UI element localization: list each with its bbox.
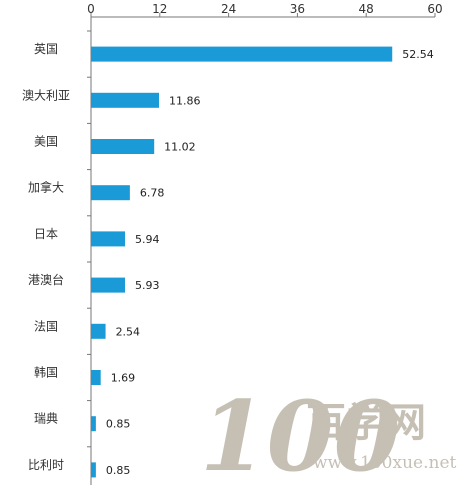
- category-label: 瑞典: [34, 412, 58, 426]
- data-label: 11.02: [164, 141, 196, 154]
- data-label: 1.69: [111, 372, 136, 385]
- bar-2: [91, 92, 159, 108]
- bar-1: [91, 46, 393, 62]
- data-label: 6.78: [140, 187, 165, 200]
- data-label: 0.85: [106, 418, 131, 431]
- x-tick-label: 0: [87, 2, 95, 16]
- category-label: 澳大利亚: [22, 88, 70, 102]
- data-label: 5.94: [135, 233, 160, 246]
- bar-10: [91, 462, 96, 478]
- category-label: 比利时: [28, 458, 64, 472]
- category-label: 韩国: [34, 365, 58, 380]
- x-tick-label: 24: [221, 2, 236, 16]
- category-label: 英国: [34, 42, 58, 56]
- watermark-url: www.100xue.net: [313, 453, 456, 473]
- x-tick-label: 12: [152, 2, 167, 16]
- category-label: 法国: [34, 319, 58, 333]
- bar-8: [91, 370, 101, 385]
- data-label: 52.54: [402, 48, 434, 61]
- data-label: 2.54: [116, 325, 141, 338]
- watermark-number: 100: [200, 380, 400, 485]
- category-label: 加拿大: [28, 180, 64, 195]
- category-label: 美国: [34, 135, 58, 149]
- bars: [91, 46, 393, 478]
- bar-7: [91, 323, 106, 339]
- watermark-cn-text: 百学网: [306, 400, 426, 446]
- labels: 英国 52.54 澳大利亚 11.86 美国 11.02 加拿大 6.78 日本 5.94 港澳台 5…: [22, 42, 434, 477]
- category-label: 日本: [34, 227, 58, 241]
- bar-4: [91, 185, 130, 201]
- data-label: 5.93: [135, 279, 160, 292]
- bar-3: [91, 139, 155, 154]
- bar-5: [91, 231, 126, 247]
- data-label: 0.85: [106, 464, 131, 477]
- x-tick-label: 48: [359, 2, 374, 16]
- x-tick-label: 36: [290, 2, 305, 16]
- x-tick-label: 60: [427, 2, 442, 16]
- bar-6: [91, 277, 125, 293]
- data-label: 11.86: [169, 94, 201, 107]
- watermark-logo: 100 百学网 www.100xue.net: [200, 380, 456, 485]
- category-label: 港澳台: [28, 272, 64, 287]
- bar-9: [91, 416, 96, 432]
